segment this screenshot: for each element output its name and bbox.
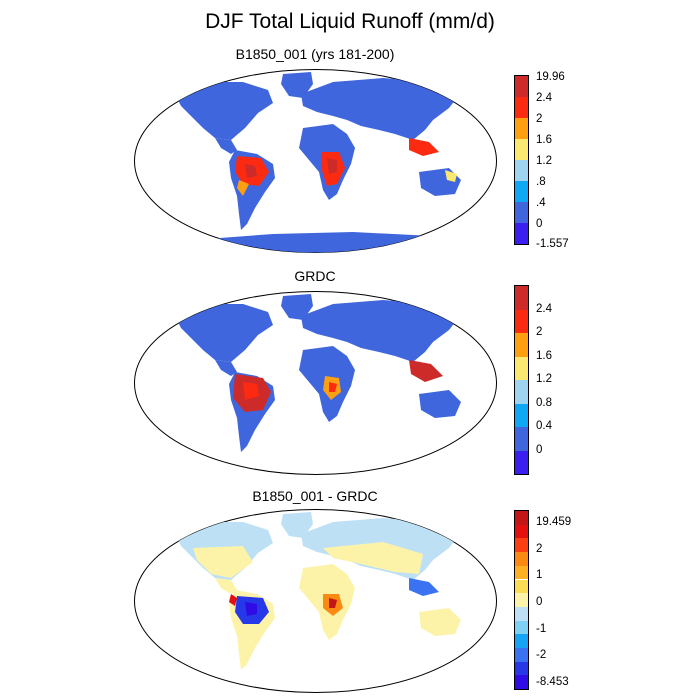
colorbar-label: 2.4	[536, 303, 552, 315]
colorbar-label: -8.453	[536, 676, 569, 688]
colorbar-label: 1.2	[536, 373, 552, 385]
panel-3-title: B1850_001 - GRDC	[252, 488, 378, 504]
panel-1-map	[134, 69, 497, 253]
colorbar-label: -1.557	[536, 238, 569, 250]
land-difference-field	[173, 512, 463, 670]
colorbar-label: .4	[536, 197, 546, 209]
panel-1-title: B1850_001 (yrs 181-200)	[235, 46, 395, 62]
panel-3-map	[134, 509, 497, 693]
figure-title: DJF Total Liquid Runoff (mm/d)	[205, 10, 495, 33]
colorbar-label: 2	[536, 326, 543, 338]
land-runoff-field	[173, 294, 463, 452]
panel-2-colorbar	[514, 285, 529, 475]
colorbar-label: 0.4	[536, 420, 552, 432]
colorbar-label: 0	[536, 596, 543, 608]
colorbar-label: 1.6	[536, 350, 552, 362]
colorbar-label: 0	[536, 218, 543, 230]
colorbar-label: .8	[536, 176, 546, 188]
colorbar-label: 2.4	[536, 92, 552, 104]
colorbar-label: 19.96	[536, 71, 565, 83]
panel-1-colorbar	[514, 75, 529, 245]
colorbar-label: 2	[536, 543, 543, 555]
colorbar-label: 2	[536, 113, 543, 125]
panel-3-colorbar	[514, 510, 529, 690]
colorbar-label: -1	[536, 623, 547, 635]
colorbar-label: 1	[536, 569, 543, 581]
colorbar-label: 1.2	[536, 155, 552, 167]
colorbar-label: 1.6	[536, 134, 552, 146]
panel-2-map	[134, 291, 497, 475]
colorbar-label: -2	[536, 649, 547, 661]
colorbar-label: 0	[536, 444, 543, 456]
panel-2-title: GRDC	[294, 268, 336, 284]
colorbar-label: 19.459	[536, 516, 572, 528]
colorbar-label: 0.8	[536, 397, 552, 409]
